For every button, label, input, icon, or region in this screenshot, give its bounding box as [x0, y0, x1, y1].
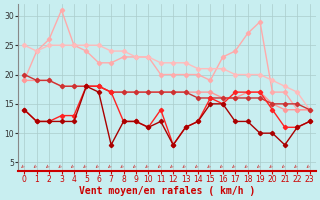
X-axis label: Vent moyen/en rafales ( km/h ): Vent moyen/en rafales ( km/h ): [79, 186, 255, 196]
